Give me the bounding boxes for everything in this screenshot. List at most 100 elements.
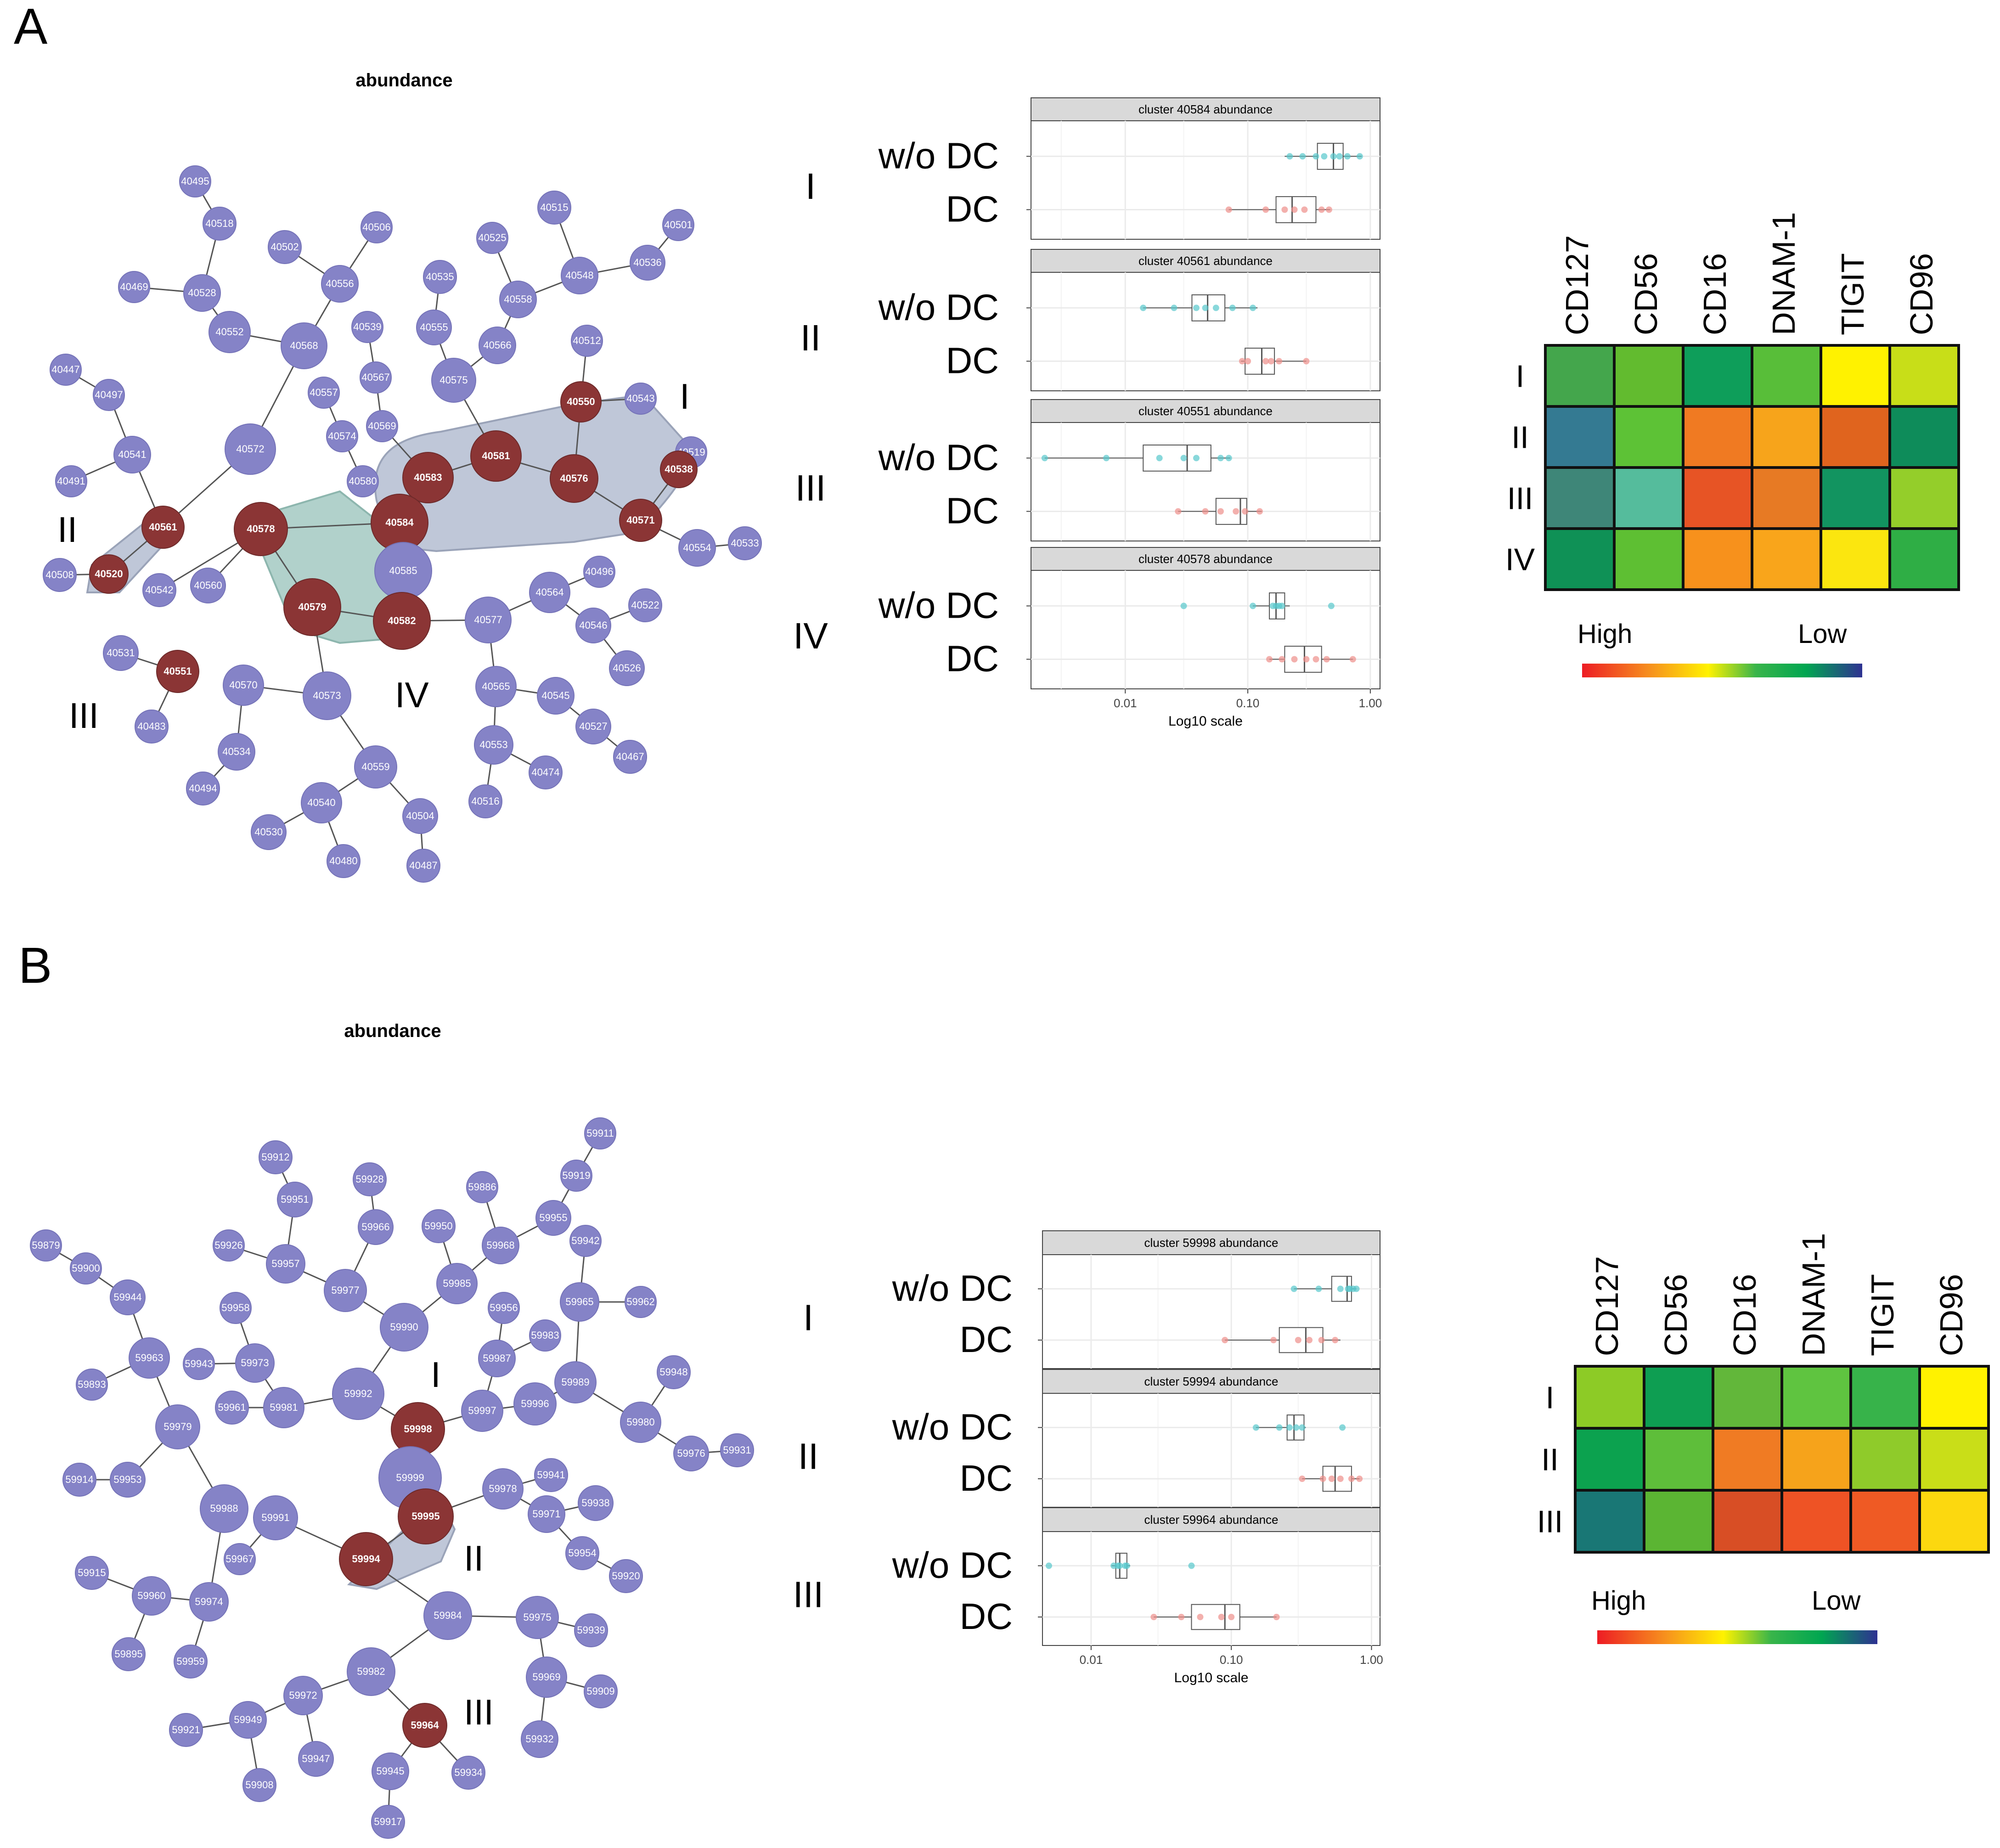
data-point xyxy=(1293,1424,1300,1431)
heatmap-cell xyxy=(1544,344,1616,408)
heatmap-row-label: I xyxy=(1516,359,1525,394)
boxplot-facet: cluster 59964 abundance w/o DC DC III xyxy=(793,1507,1380,1646)
heatmap-cell xyxy=(1888,466,1960,530)
network-node-highlighted: 40520 xyxy=(89,554,129,594)
network-node-circle xyxy=(113,436,151,473)
network-node: 40469 xyxy=(118,271,150,303)
data-point xyxy=(1276,358,1283,365)
network-node-label: 40560 xyxy=(194,580,222,591)
network-node-circle xyxy=(62,1463,96,1497)
network-node-circle xyxy=(75,1556,109,1590)
data-point xyxy=(1318,1337,1325,1343)
network-node-circle xyxy=(223,665,264,706)
network-node-label: 40497 xyxy=(95,389,123,400)
heatmap-column-label: CD96 xyxy=(1933,1274,1969,1356)
network-node-circle xyxy=(135,710,169,744)
network-node-circle xyxy=(402,452,454,503)
heatmap-row-label: III xyxy=(1537,1504,1563,1539)
heatmap-cell xyxy=(1682,466,1753,530)
network-node-circle xyxy=(215,1391,249,1425)
data-point xyxy=(1286,153,1293,160)
network-node-label: 40555 xyxy=(420,321,448,333)
data-point xyxy=(1313,153,1319,160)
data-point xyxy=(1229,304,1236,311)
data-point xyxy=(1225,206,1232,213)
network-node-highlighted: 40578 xyxy=(234,502,288,556)
data-point xyxy=(1356,153,1363,160)
network-node-label: 59969 xyxy=(532,1671,560,1683)
network-node: 40569 xyxy=(366,410,398,442)
heatmap-cell xyxy=(1544,527,1616,591)
network-node-circle xyxy=(529,1319,561,1352)
network-node-circle xyxy=(728,526,762,560)
network-node-label: 59958 xyxy=(221,1302,249,1313)
network-node: 40580 xyxy=(347,465,379,497)
heatmap-column-label: CD56 xyxy=(1628,253,1664,335)
network-node-circle xyxy=(353,1162,387,1196)
network-node: 59915 xyxy=(75,1556,109,1590)
facet-title: cluster 59998 abundance xyxy=(1144,1236,1278,1250)
network-node-label: 59941 xyxy=(537,1469,565,1481)
data-point xyxy=(1202,508,1209,515)
network-node: 59959 xyxy=(174,1645,208,1679)
heatmap-cell xyxy=(1820,344,1891,408)
network-node-circle xyxy=(326,420,358,452)
network-node-label: 59914 xyxy=(65,1474,93,1485)
network-node: 40557 xyxy=(308,377,340,409)
network-node-label: 59975 xyxy=(523,1611,551,1623)
network-node-label: 40583 xyxy=(414,472,442,483)
cluster-roman-label: I xyxy=(803,1297,813,1338)
network-node-circle xyxy=(513,1382,557,1425)
network-node-label: 59953 xyxy=(113,1474,141,1485)
network-node: 40496 xyxy=(583,556,615,588)
network-node-circle xyxy=(583,556,615,588)
network-node: 40504 xyxy=(402,798,438,834)
heatmap-cell xyxy=(1613,466,1685,530)
network-node: 40556 xyxy=(321,265,359,303)
network-node: 59944 xyxy=(110,1279,146,1315)
data-point xyxy=(1256,508,1263,515)
network-node-circle xyxy=(479,327,516,364)
group-label: DC xyxy=(946,490,999,531)
network-node-label: 40491 xyxy=(57,475,85,487)
heatmap-cell xyxy=(1574,1365,1645,1430)
network-node: 59968 xyxy=(482,1227,519,1264)
data-point xyxy=(1217,508,1224,515)
network-node: 40535 xyxy=(423,260,457,294)
network-node-circle xyxy=(488,1292,520,1324)
data-point xyxy=(1171,304,1177,311)
heatmap-cell xyxy=(1682,405,1753,469)
facet-plot-area xyxy=(1031,422,1380,541)
network-node-circle xyxy=(169,1713,203,1747)
network-node: 59985 xyxy=(436,1263,478,1304)
network-node-label: 40541 xyxy=(118,449,146,460)
network-node: 59988 xyxy=(200,1484,248,1533)
network-node-circle xyxy=(499,281,537,318)
heatmap-row-label: I xyxy=(1546,1380,1555,1415)
network-node-label: 59971 xyxy=(532,1508,560,1520)
network-node-label: 40518 xyxy=(205,218,233,229)
heatmap-cell xyxy=(1643,1427,1714,1492)
network-node-label: 40570 xyxy=(229,679,257,691)
group-label: w/o DC xyxy=(892,1268,1013,1308)
network-node-label: 40572 xyxy=(236,443,264,455)
heatmap-cell xyxy=(1780,1365,1852,1430)
network-node-circle xyxy=(578,1485,614,1521)
network-node-circle xyxy=(371,1805,405,1839)
network-node-circle xyxy=(277,1182,313,1217)
network-node: 40512 xyxy=(571,325,603,357)
network-node-circle xyxy=(451,1756,485,1790)
network-node-circle xyxy=(347,465,379,497)
network-node: 40491 xyxy=(55,465,87,497)
network-node: 40515 xyxy=(537,191,571,225)
network-node: 59909 xyxy=(584,1674,618,1708)
network-node-circle xyxy=(347,1647,395,1696)
data-point xyxy=(1268,358,1274,365)
data-point xyxy=(1245,358,1251,365)
network-node-highlighted: 40561 xyxy=(141,506,185,549)
data-point xyxy=(1348,1476,1355,1482)
data-point xyxy=(1337,1285,1344,1292)
network-node-circle xyxy=(423,1591,472,1640)
network-node-circle xyxy=(110,1279,146,1315)
data-point xyxy=(1303,358,1310,365)
